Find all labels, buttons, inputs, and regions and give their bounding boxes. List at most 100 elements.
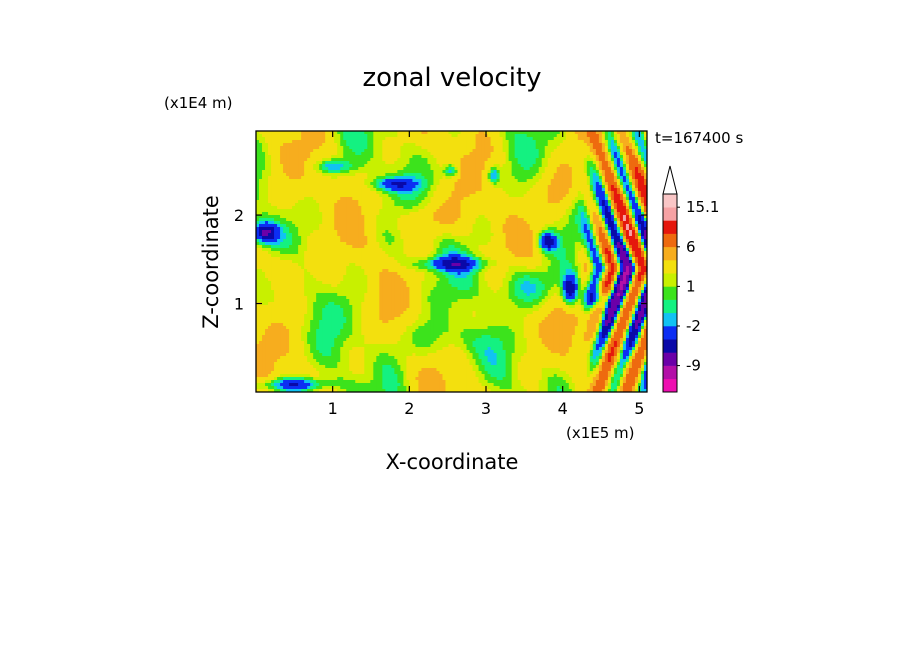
field-cell bbox=[265, 242, 269, 246]
field-cell bbox=[538, 209, 543, 213]
field-cell bbox=[601, 218, 606, 222]
field-cell bbox=[595, 194, 600, 198]
field-cell bbox=[361, 146, 365, 150]
field-cell bbox=[316, 161, 320, 165]
field-cell bbox=[493, 188, 498, 192]
field-cell bbox=[349, 146, 353, 150]
field-cell bbox=[385, 170, 389, 174]
field-cell bbox=[475, 149, 480, 153]
field-cell bbox=[349, 176, 353, 180]
field-cell bbox=[475, 224, 480, 228]
field-cell bbox=[523, 203, 528, 207]
field-cell bbox=[400, 167, 404, 171]
field-cell bbox=[574, 239, 579, 243]
field-cell bbox=[262, 224, 266, 228]
field-cell bbox=[340, 197, 344, 201]
field-cell bbox=[385, 230, 389, 234]
field-cell bbox=[442, 152, 447, 156]
field-cell bbox=[268, 179, 272, 183]
field-cell bbox=[259, 173, 263, 177]
field-cell bbox=[256, 194, 260, 198]
field-cell bbox=[637, 221, 642, 225]
field-cell bbox=[541, 179, 546, 183]
field-cell bbox=[598, 200, 603, 204]
field-cell bbox=[430, 137, 435, 141]
field-cell bbox=[457, 239, 462, 243]
field-cell bbox=[565, 215, 570, 219]
field-cell bbox=[490, 146, 495, 150]
field-cell bbox=[274, 242, 278, 246]
field-cell bbox=[586, 200, 591, 204]
field-cell bbox=[634, 149, 639, 153]
field-cell bbox=[370, 161, 374, 165]
field-cell bbox=[535, 215, 540, 219]
field-cell bbox=[415, 131, 420, 135]
field-cell bbox=[277, 245, 281, 249]
field-cell bbox=[292, 161, 296, 165]
field-cell bbox=[565, 227, 570, 231]
field-cell bbox=[601, 131, 606, 135]
field-cell bbox=[352, 239, 356, 243]
field-cell bbox=[259, 191, 263, 195]
field-cell bbox=[619, 194, 624, 198]
field-cell bbox=[586, 179, 591, 183]
field-cell bbox=[262, 215, 266, 219]
field-cell bbox=[520, 134, 525, 138]
field-cell bbox=[526, 191, 531, 195]
field-cell bbox=[496, 197, 501, 201]
field-cell bbox=[304, 170, 308, 174]
field-cell bbox=[568, 209, 573, 213]
field-cell bbox=[268, 197, 272, 201]
field-cell bbox=[262, 230, 266, 234]
field-cell bbox=[382, 236, 386, 240]
field-cell bbox=[307, 230, 311, 234]
field-cell bbox=[322, 242, 326, 246]
field-cell bbox=[292, 167, 296, 171]
field-cell bbox=[328, 182, 332, 186]
field-cell bbox=[586, 131, 591, 135]
field-cell bbox=[397, 194, 401, 198]
y-unit-label: (x1E4 m) bbox=[164, 94, 233, 112]
field-cell bbox=[481, 230, 486, 234]
field-cell bbox=[307, 167, 311, 171]
field-cell bbox=[529, 170, 534, 174]
field-cell bbox=[448, 218, 453, 222]
field-cell bbox=[280, 215, 284, 219]
field-cell bbox=[598, 197, 603, 201]
field-cell bbox=[487, 206, 492, 210]
field-cell bbox=[382, 164, 386, 168]
field-cell bbox=[604, 176, 609, 180]
field-cell bbox=[505, 230, 510, 234]
field-cell bbox=[340, 191, 344, 195]
field-cell bbox=[574, 233, 579, 237]
field-cell bbox=[412, 182, 417, 186]
field-cell bbox=[292, 218, 296, 222]
field-cell bbox=[475, 137, 480, 141]
field-cell bbox=[271, 206, 275, 210]
field-cell bbox=[322, 182, 326, 186]
field-cell bbox=[601, 137, 606, 141]
field-cell bbox=[436, 164, 441, 168]
field-cell bbox=[526, 209, 531, 213]
field-cell bbox=[490, 197, 495, 201]
field-cell bbox=[376, 218, 380, 222]
field-cell bbox=[622, 224, 627, 228]
field-cell bbox=[502, 137, 507, 141]
field-cell bbox=[589, 167, 594, 171]
field-cell bbox=[313, 137, 317, 141]
field-cell bbox=[613, 131, 618, 135]
field-cell bbox=[466, 161, 471, 165]
field-cell bbox=[469, 197, 474, 201]
field-cell bbox=[346, 236, 350, 240]
field-cell bbox=[514, 188, 519, 192]
field-cell bbox=[379, 191, 383, 195]
field-cell bbox=[457, 191, 462, 195]
field-cell bbox=[640, 158, 645, 162]
field-cell bbox=[496, 215, 501, 219]
field-cell bbox=[511, 152, 516, 156]
field-cell bbox=[349, 191, 353, 195]
field-cell bbox=[277, 137, 281, 141]
field-cell bbox=[460, 134, 465, 138]
field-cell bbox=[406, 227, 410, 231]
field-cell bbox=[391, 137, 395, 141]
